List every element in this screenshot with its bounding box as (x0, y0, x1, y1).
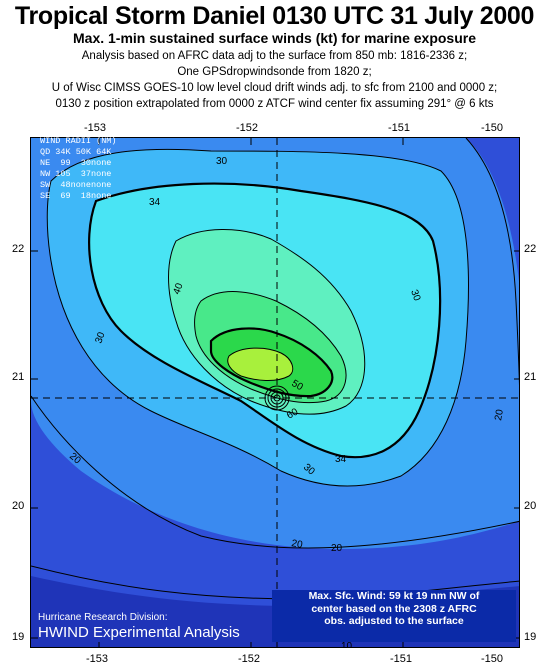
lon-tick-top: -153 (84, 122, 107, 134)
contour-20-east (465, 138, 519, 386)
contour-40 (168, 229, 366, 415)
lat-tick-left: 21 (12, 371, 25, 383)
max-wind-line: center based on the 2308 z AFRC (311, 602, 477, 615)
max-wind-box: Max. Sfc. Wind: 59 kt 19 nm NW of center… (272, 590, 516, 642)
map-title: Tropical Storm Daniel 0130 UTC 31 July 2… (14, 2, 535, 30)
contour-label: 10 (341, 641, 353, 648)
contour-34 (88, 182, 442, 459)
contour-label: 34 (335, 454, 347, 465)
lat-tick-right: 21 (524, 371, 537, 383)
contour-label: 20 (331, 543, 343, 554)
contour-55 (227, 347, 294, 381)
wind-radii-legend: WIND RADII (NM) QD 34K 50K 64K NE 99 30n… (40, 136, 117, 202)
wind-band-55 (227, 348, 293, 381)
credit-analysis: HWIND Experimental Analysis (38, 624, 240, 641)
contour-label: 20 (290, 538, 303, 551)
contour-label: 34 (149, 197, 161, 208)
lon-tick-bottom: -150 (481, 653, 504, 665)
max-wind-line: obs. adjusted to the surface (324, 615, 464, 627)
contour-label: 60 (285, 406, 301, 421)
wind-radii-row: SW 48nonenone (40, 180, 112, 190)
contour-label: 30 (216, 156, 228, 167)
lat-tick-left: 19 (12, 631, 25, 643)
credit-division: Hurricane Research Division: (38, 612, 168, 623)
lat-tick-right: 20 (524, 500, 537, 512)
contour-label: 30 (93, 330, 107, 345)
map-subtitle: Max. 1-min sustained surface winds (kt) … (73, 30, 476, 46)
lon-tick-top: -151 (388, 122, 411, 134)
note-cloud-drift: U of Wisc CIMSS GOES-10 low level cloud … (51, 82, 498, 94)
wind-radii-header: WIND RADII (NM) (40, 136, 117, 146)
lat-tick-left: 22 (12, 243, 25, 255)
lon-tick-top: -150 (481, 122, 504, 134)
contour-30 (46, 148, 469, 487)
wind-radii-row: SE 69 18none (40, 191, 112, 201)
contour-20-mid (31, 395, 519, 549)
wind-field-map: 30 34 40 30 30 30 34 50 60 20 20 20 20 1… (30, 137, 520, 648)
contour-label: 30 (408, 288, 422, 303)
lon-tick-bottom: -151 (390, 653, 413, 665)
note-position: 0130 z position extrapolated from 0000 z… (55, 98, 494, 110)
note-analysis: Analysis based on AFRC data adj to the s… (81, 50, 468, 62)
wind-radii-columns: QD 34K 50K 64K (40, 147, 112, 157)
wind-contour-svg: 30 34 40 30 30 30 34 50 60 20 20 20 20 1… (31, 138, 519, 648)
contour-label: 40 (171, 281, 185, 296)
tick-marks (31, 138, 519, 647)
max-wind-line: Max. Sfc. Wind: 59 kt 19 nm NW of (308, 590, 480, 602)
lon-tick-top: -152 (236, 122, 259, 134)
wind-radii-row: NW 105 37none (40, 169, 112, 179)
lat-tick-right: 22 (524, 243, 537, 255)
contour-label: 20 (493, 408, 506, 421)
contour-label: 50 (290, 378, 306, 393)
wind-radii-row: NE 99 30none (40, 158, 112, 168)
lat-tick-left: 20 (12, 500, 25, 512)
lon-tick-bottom: -152 (238, 653, 261, 665)
note-dropsonde: One GPSdropwindsonde from 1820 z; (177, 66, 372, 78)
contour-50 (209, 327, 334, 398)
contour-45 (194, 291, 347, 404)
lon-tick-bottom: -153 (86, 653, 109, 665)
lat-tick-right: 19 (524, 631, 537, 643)
